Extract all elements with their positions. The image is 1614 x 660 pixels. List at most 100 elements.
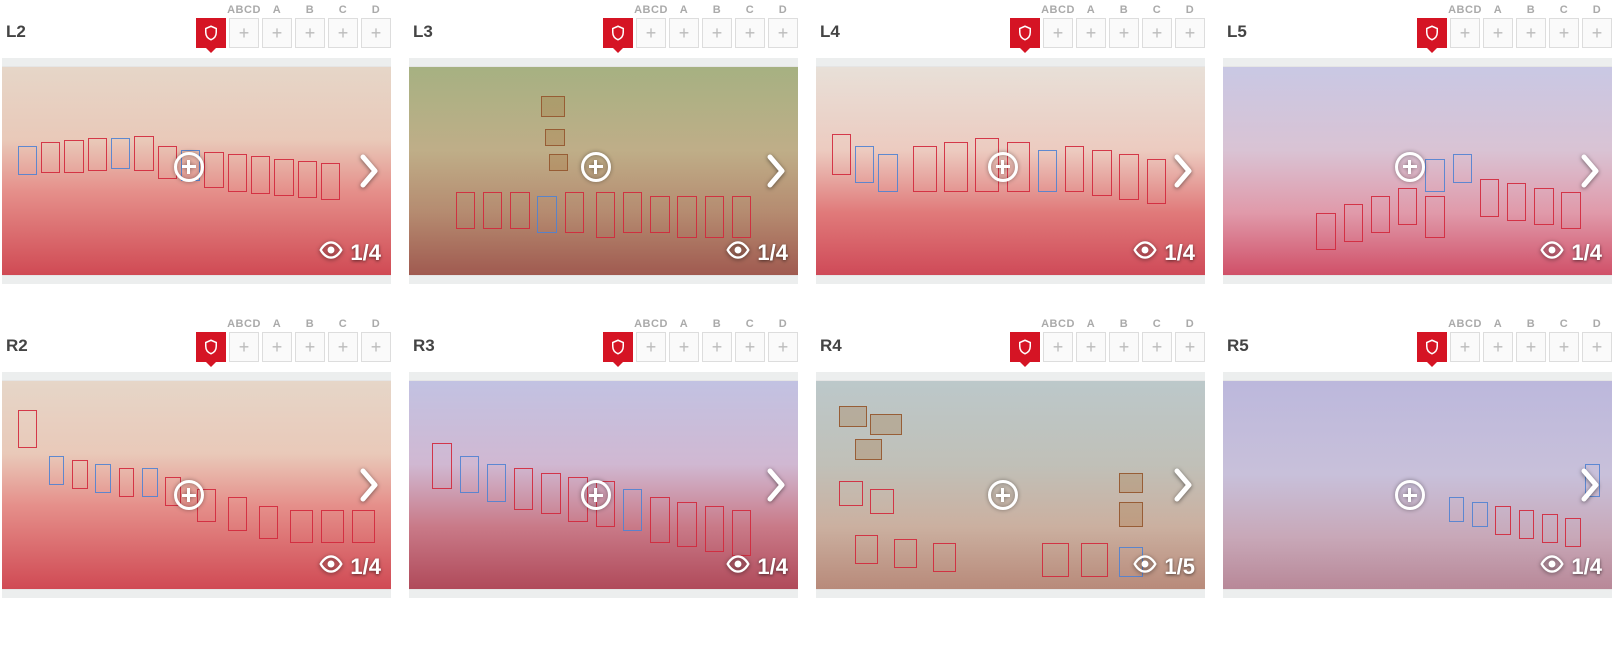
- next-image-icon[interactable]: [766, 467, 788, 503]
- annotation-box[interactable]: [134, 136, 153, 171]
- annotation-box[interactable]: [596, 192, 615, 238]
- category-add-button-C[interactable]: +: [1549, 18, 1579, 48]
- category-add-button-B[interactable]: +: [295, 332, 325, 362]
- next-image-icon[interactable]: [359, 467, 381, 503]
- category-add-button-C[interactable]: +: [1142, 18, 1172, 48]
- annotation-box[interactable]: [1398, 188, 1417, 225]
- annotation-box[interactable]: [1480, 179, 1499, 216]
- shield-icon[interactable]: [196, 18, 226, 48]
- annotation-box[interactable]: [677, 196, 696, 238]
- annotation-box[interactable]: [839, 481, 862, 506]
- category-add-button-B[interactable]: +: [295, 18, 325, 48]
- category-add-button-B[interactable]: +: [1516, 18, 1546, 48]
- image-viewport[interactable]: 1/4: [1223, 380, 1612, 590]
- category-add-button-C[interactable]: +: [328, 18, 358, 48]
- annotation-box[interactable]: [456, 192, 475, 229]
- image-viewport[interactable]: 1/4: [409, 66, 798, 276]
- annotation-box[interactable]: [487, 464, 506, 501]
- category-add-button-A[interactable]: +: [669, 18, 699, 48]
- annotation-box[interactable]: [732, 196, 751, 238]
- annotation-box[interactable]: [1147, 159, 1166, 205]
- annotation-box[interactable]: [1119, 154, 1138, 200]
- category-add-button-D[interactable]: +: [361, 18, 391, 48]
- annotation-box[interactable]: [1507, 183, 1526, 220]
- annotation-box[interactable]: [541, 473, 560, 515]
- annotation-box[interactable]: [855, 439, 882, 460]
- category-add-button-ABCD[interactable]: +: [229, 332, 259, 362]
- annotation-box[interactable]: [49, 456, 65, 485]
- category-add-button-ABCD[interactable]: +: [1450, 332, 1480, 362]
- annotation-box[interactable]: [677, 502, 696, 548]
- annotation-box[interactable]: [623, 489, 642, 531]
- category-add-button-C[interactable]: +: [735, 18, 765, 48]
- add-annotation-button[interactable]: [174, 152, 204, 182]
- category-add-button-A[interactable]: +: [1483, 18, 1513, 48]
- next-image-icon[interactable]: [1173, 467, 1195, 503]
- category-add-button-ABCD[interactable]: +: [229, 18, 259, 48]
- category-add-button-D[interactable]: +: [1175, 18, 1205, 48]
- category-add-button-ABCD[interactable]: +: [1043, 18, 1073, 48]
- annotation-box[interactable]: [878, 154, 897, 191]
- annotation-box[interactable]: [650, 196, 669, 233]
- category-add-button-C[interactable]: +: [735, 332, 765, 362]
- annotation-box[interactable]: [894, 539, 917, 568]
- annotation-box[interactable]: [1449, 497, 1465, 522]
- annotation-box[interactable]: [510, 192, 529, 229]
- next-image-icon[interactable]: [1173, 153, 1195, 189]
- annotation-box[interactable]: [1344, 204, 1363, 241]
- category-add-button-ABCD[interactable]: +: [1450, 18, 1480, 48]
- shield-icon[interactable]: [603, 18, 633, 48]
- shield-icon[interactable]: [603, 332, 633, 362]
- annotation-box[interactable]: [1316, 213, 1335, 250]
- category-add-button-D[interactable]: +: [768, 18, 798, 48]
- image-viewport[interactable]: 1/5: [816, 380, 1205, 590]
- category-add-button-ABCD[interactable]: +: [636, 332, 666, 362]
- category-add-button-ABCD[interactable]: +: [636, 18, 666, 48]
- annotation-box[interactable]: [64, 140, 83, 173]
- category-add-button-A[interactable]: +: [1076, 332, 1106, 362]
- annotation-box[interactable]: [460, 456, 479, 493]
- annotation-box[interactable]: [933, 543, 956, 572]
- annotation-box[interactable]: [855, 535, 878, 564]
- shield-icon[interactable]: [1010, 18, 1040, 48]
- annotation-box[interactable]: [72, 460, 88, 489]
- annotation-box[interactable]: [545, 129, 564, 146]
- image-viewport[interactable]: 1/4: [1223, 66, 1612, 276]
- annotation-box[interactable]: [1472, 502, 1488, 527]
- annotation-box[interactable]: [1425, 159, 1444, 192]
- annotation-box[interactable]: [549, 154, 568, 171]
- shield-icon[interactable]: [1010, 332, 1040, 362]
- annotation-box[interactable]: [1092, 150, 1111, 196]
- annotation-box[interactable]: [514, 468, 533, 510]
- category-add-button-A[interactable]: +: [262, 332, 292, 362]
- annotation-box[interactable]: [18, 146, 37, 175]
- annotation-box[interactable]: [650, 497, 669, 543]
- add-annotation-button[interactable]: [581, 152, 611, 182]
- annotation-box[interactable]: [1565, 518, 1581, 547]
- annotation-box[interactable]: [855, 146, 874, 183]
- annotation-box[interactable]: [1534, 188, 1553, 225]
- annotation-box[interactable]: [537, 196, 556, 233]
- add-annotation-button[interactable]: [1395, 480, 1425, 510]
- category-add-button-D[interactable]: +: [768, 332, 798, 362]
- add-annotation-button[interactable]: [174, 480, 204, 510]
- annotation-box[interactable]: [88, 138, 107, 171]
- annotation-box[interactable]: [1081, 543, 1108, 576]
- annotation-box[interactable]: [913, 146, 936, 192]
- add-annotation-button[interactable]: [581, 480, 611, 510]
- annotation-box[interactable]: [1495, 506, 1511, 535]
- shield-icon[interactable]: [196, 332, 226, 362]
- category-add-button-D[interactable]: +: [1175, 332, 1205, 362]
- annotation-box[interactable]: [1038, 150, 1057, 192]
- annotation-box[interactable]: [352, 510, 375, 543]
- annotation-box[interactable]: [228, 154, 247, 191]
- image-viewport[interactable]: 1/4: [409, 380, 798, 590]
- annotation-box[interactable]: [1119, 502, 1142, 527]
- annotation-box[interactable]: [119, 468, 135, 497]
- category-add-button-C[interactable]: +: [1549, 332, 1579, 362]
- category-add-button-B[interactable]: +: [1516, 332, 1546, 362]
- next-image-icon[interactable]: [1580, 153, 1602, 189]
- annotation-box[interactable]: [228, 497, 247, 530]
- annotation-box[interactable]: [1119, 473, 1142, 494]
- annotation-box[interactable]: [623, 192, 642, 234]
